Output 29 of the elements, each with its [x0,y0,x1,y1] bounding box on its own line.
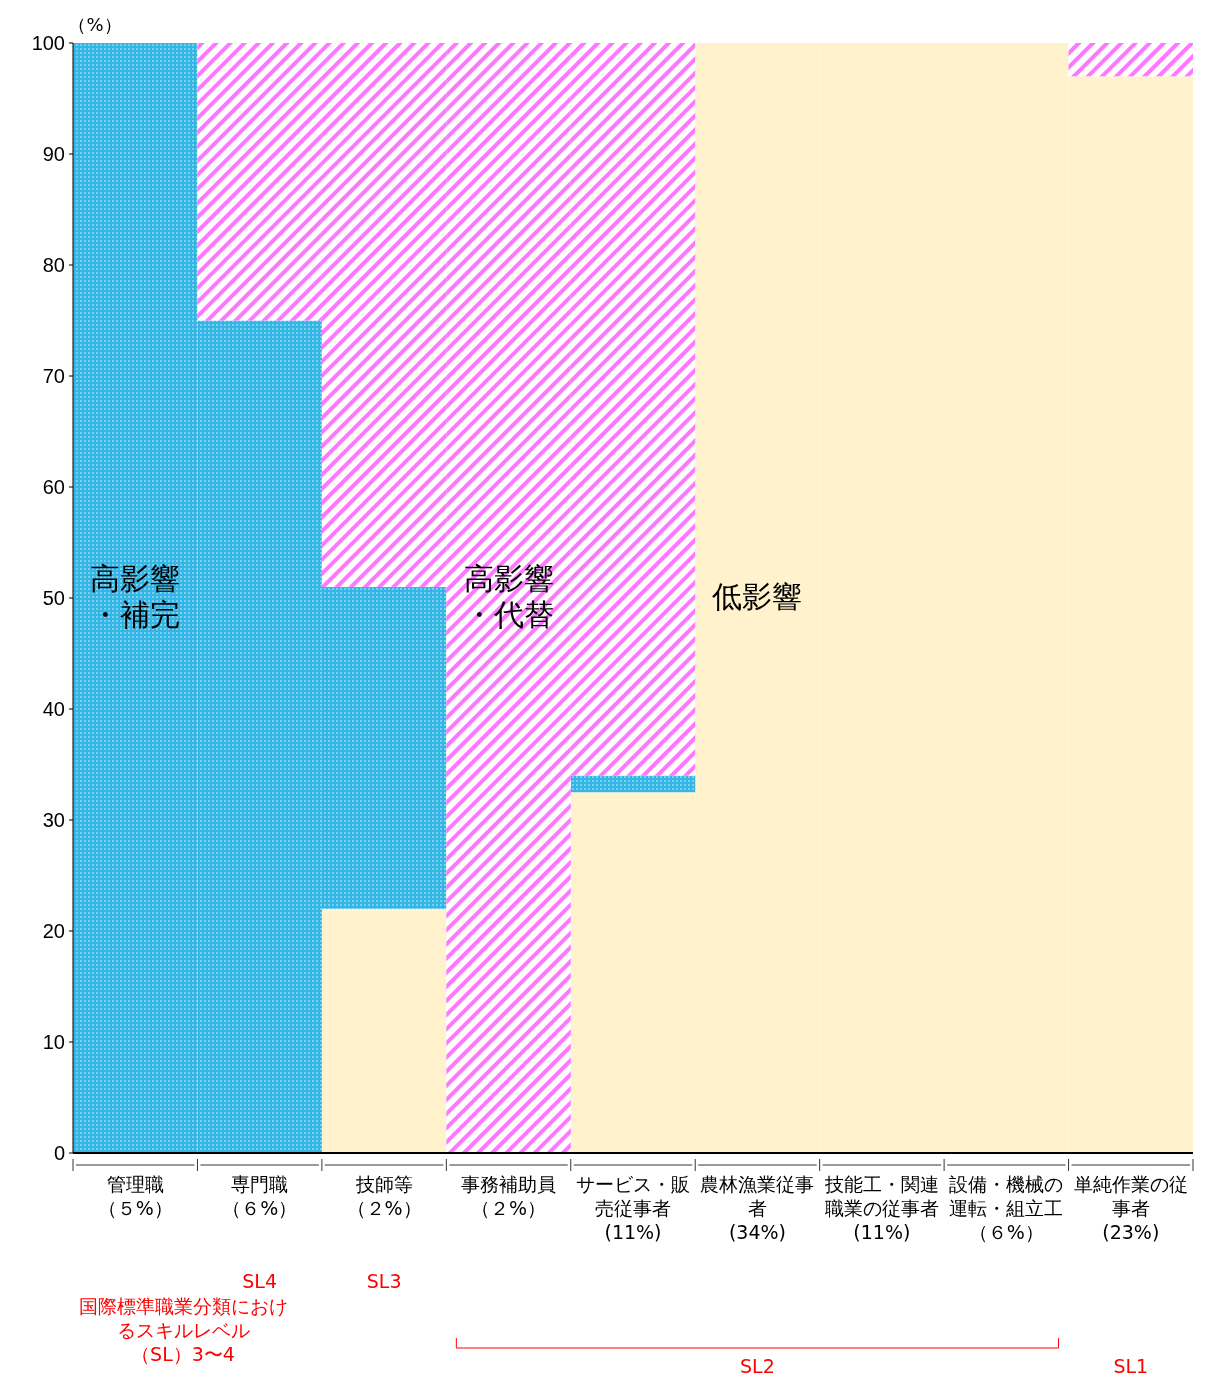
y-tick-label: 20 [42,920,65,942]
text: SL2 [740,1355,775,1377]
x-tick-label: 事務補助員（２%） [461,1173,557,1219]
x-tick-label: 設備・機械の運転・組立工（６%） [949,1173,1064,1243]
y-tick-label: 90 [42,143,65,165]
x-tick-label: 技師等（２%） [346,1173,422,1219]
y-tick-label: 100 [31,32,65,54]
y-tick-label: 70 [42,365,65,387]
y-tick-label: 0 [53,1142,65,1164]
text: SL1 [1113,1355,1149,1377]
series-label: 低影響 [712,578,803,614]
x-tick-label: 専門職（６%） [222,1173,298,1219]
text: SL3 [366,1270,402,1292]
x-tick-label: 管理職（５%） [97,1173,173,1219]
y-tick-label: 80 [42,254,65,276]
y-tick-label: 40 [42,698,65,720]
series-label: 高影響・代替 [463,560,554,632]
x-tick-label: 技能工・関連職業の従事者(11%) [823,1173,939,1243]
y-tick-label: 50 [42,587,65,609]
x-tick-label: 農林漁業従事者(34%) [700,1173,815,1243]
y-axis-title: （%） [68,14,122,35]
y-tick-label: 10 [42,1031,65,1053]
text: 国際標準職業分類におけるスキルレベル（SL）3〜4 [78,1295,288,1365]
text: SL4 [242,1270,278,1292]
y-tick-label: 60 [42,476,65,498]
x-tick-label: サービス・販売従事者(11%) [576,1173,690,1243]
x-tick-label: 単純作業の従事者(23%) [1073,1173,1188,1243]
y-tick-label: 30 [42,809,65,831]
series-label: 高影響・補完 [90,560,181,632]
